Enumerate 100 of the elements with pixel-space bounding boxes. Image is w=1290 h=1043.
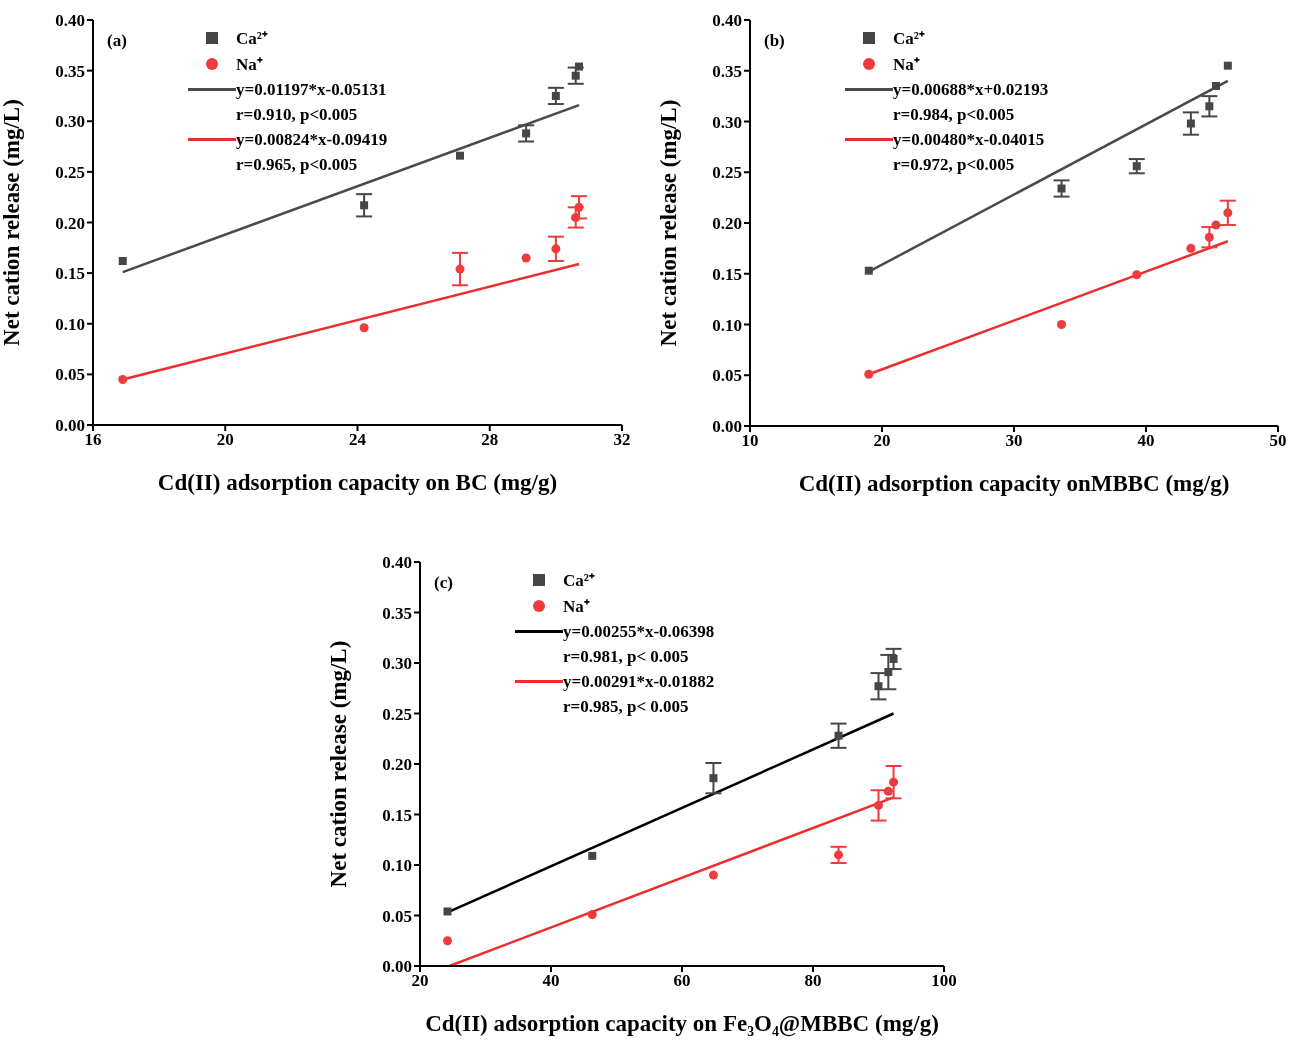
- point: [587, 909, 597, 919]
- y-tick-label: 0.20: [55, 213, 85, 233]
- x-tick-label: 30: [1005, 431, 1023, 451]
- y-tick-label: 0.30: [55, 112, 85, 132]
- point: [522, 129, 531, 138]
- point: [551, 244, 561, 254]
- y-tick-label: 0.30: [382, 654, 412, 674]
- x-axis-title: Cd(II) adsorption capacity onMBBC (mg/g): [798, 471, 1230, 496]
- legend-label: y=0.00291*x-0.01882: [563, 671, 715, 693]
- y-tick-label: 0.35: [55, 61, 85, 81]
- point: [864, 266, 873, 275]
- x-tick-label: 16: [84, 430, 102, 450]
- point: [360, 201, 369, 210]
- legend-label: Ca²⁺: [893, 27, 925, 50]
- point: [1057, 319, 1067, 330]
- point: [1223, 61, 1232, 70]
- y-tick-label: 0.15: [712, 264, 742, 284]
- point: [588, 851, 597, 860]
- x-tick-label: 10: [741, 431, 759, 451]
- y-tick-label: 0.15: [382, 805, 412, 825]
- point: [884, 668, 893, 677]
- point: [443, 936, 453, 946]
- y-tick-label: 0.10: [382, 856, 412, 876]
- y-tick-label: 0.30: [712, 112, 742, 132]
- x-axis-title: Cd(II) adsorption capacity on Fe₃O₄@MBBC (mg/g): [425, 1011, 939, 1037]
- legend-label: Na⁺: [563, 595, 590, 618]
- y-tick-label: 0.00: [382, 957, 412, 977]
- y-tick-label: 0.10: [712, 315, 742, 335]
- point: [874, 682, 883, 691]
- legend-label: y=0.00824*x-0.09419: [236, 129, 388, 151]
- x-tick-label: 32: [613, 430, 631, 450]
- y-tick-label: 0.25: [382, 704, 412, 724]
- point: [1186, 243, 1196, 253]
- text: (b): [764, 30, 785, 52]
- x-tick-label: 50: [1269, 431, 1287, 451]
- point: [834, 731, 843, 740]
- y-tick-label: 0.35: [712, 61, 742, 81]
- point: [1204, 232, 1214, 242]
- legend-label: Ca²⁺: [563, 569, 595, 592]
- point: [708, 870, 718, 880]
- point: [1132, 270, 1142, 280]
- x-tick-label: 60: [673, 971, 691, 991]
- point: [571, 212, 581, 222]
- annotation: r=0.981, p< 0.005: [563, 646, 690, 668]
- y-tick-label: 0.05: [712, 366, 742, 386]
- text: (c): [434, 572, 453, 594]
- y-tick-label: 0.40: [55, 11, 85, 31]
- y-tick-label: 0.05: [382, 906, 412, 926]
- y-tick-label: 0.40: [712, 11, 742, 31]
- point: [575, 62, 584, 71]
- point: [1205, 102, 1214, 111]
- legend-label: y=0.01197*x-0.05131: [236, 79, 387, 101]
- y-tick-label: 0.35: [382, 603, 412, 623]
- y-tick-label: 0.00: [55, 416, 85, 436]
- point: [1186, 119, 1195, 128]
- x-tick-label: 28: [481, 430, 499, 450]
- legend-label: y=0.00255*x-0.06398: [563, 621, 715, 643]
- y-axis-title: Net cation release (mg/L): [656, 99, 682, 347]
- x-axis-title: Cd(II) adsorption capacity on BC (mg/g): [157, 470, 558, 495]
- y-tick-label: 0.20: [712, 214, 742, 234]
- legend-label: Na⁺: [236, 53, 263, 76]
- x-tick-label: 24: [349, 430, 367, 450]
- x-tick-label: 40: [542, 971, 560, 991]
- annotation: r=0.984, p<0.005: [893, 104, 1016, 126]
- y-axis-title: Net cation release (mg/L): [0, 99, 25, 346]
- point: [443, 907, 452, 916]
- y-tick-label: 0.10: [55, 314, 85, 334]
- text: (a): [107, 30, 127, 52]
- point: [834, 850, 844, 860]
- x-tick-label: 20: [411, 971, 429, 991]
- point: [574, 202, 584, 212]
- annotation: r=0.910, p<0.005: [236, 104, 359, 126]
- point: [1211, 220, 1221, 230]
- point: [1223, 208, 1233, 218]
- x-tick-label: 20: [873, 431, 891, 451]
- annotation: r=0.972, p<0.005: [893, 154, 1016, 176]
- point: [889, 654, 898, 663]
- y-tick-label: 0.25: [55, 162, 85, 182]
- point: [455, 151, 464, 160]
- legend-label: y=0.00480*x-0.04015: [893, 129, 1045, 151]
- point: [864, 369, 874, 379]
- point: [883, 786, 893, 796]
- x-tick-label: 100: [931, 971, 957, 991]
- legend-label: y=0.00688*x+0.02193: [893, 79, 1049, 101]
- point: [118, 256, 127, 265]
- x-tick-label: 40: [1137, 431, 1155, 451]
- y-tick-label: 0.20: [382, 755, 412, 775]
- y-tick-label: 0.40: [382, 553, 412, 573]
- point: [118, 374, 128, 384]
- point: [455, 264, 465, 274]
- point: [571, 71, 580, 80]
- y-tick-label: 0.15: [55, 264, 85, 284]
- y-tick-label: 0.00: [712, 417, 742, 437]
- point: [551, 91, 560, 100]
- point: [1211, 81, 1220, 90]
- point: [1132, 162, 1141, 171]
- point: [359, 323, 369, 333]
- y-axis-title: Net cation release (mg/L): [326, 640, 352, 888]
- annotation: r=0.985, p< 0.005: [563, 696, 690, 718]
- point: [889, 777, 899, 787]
